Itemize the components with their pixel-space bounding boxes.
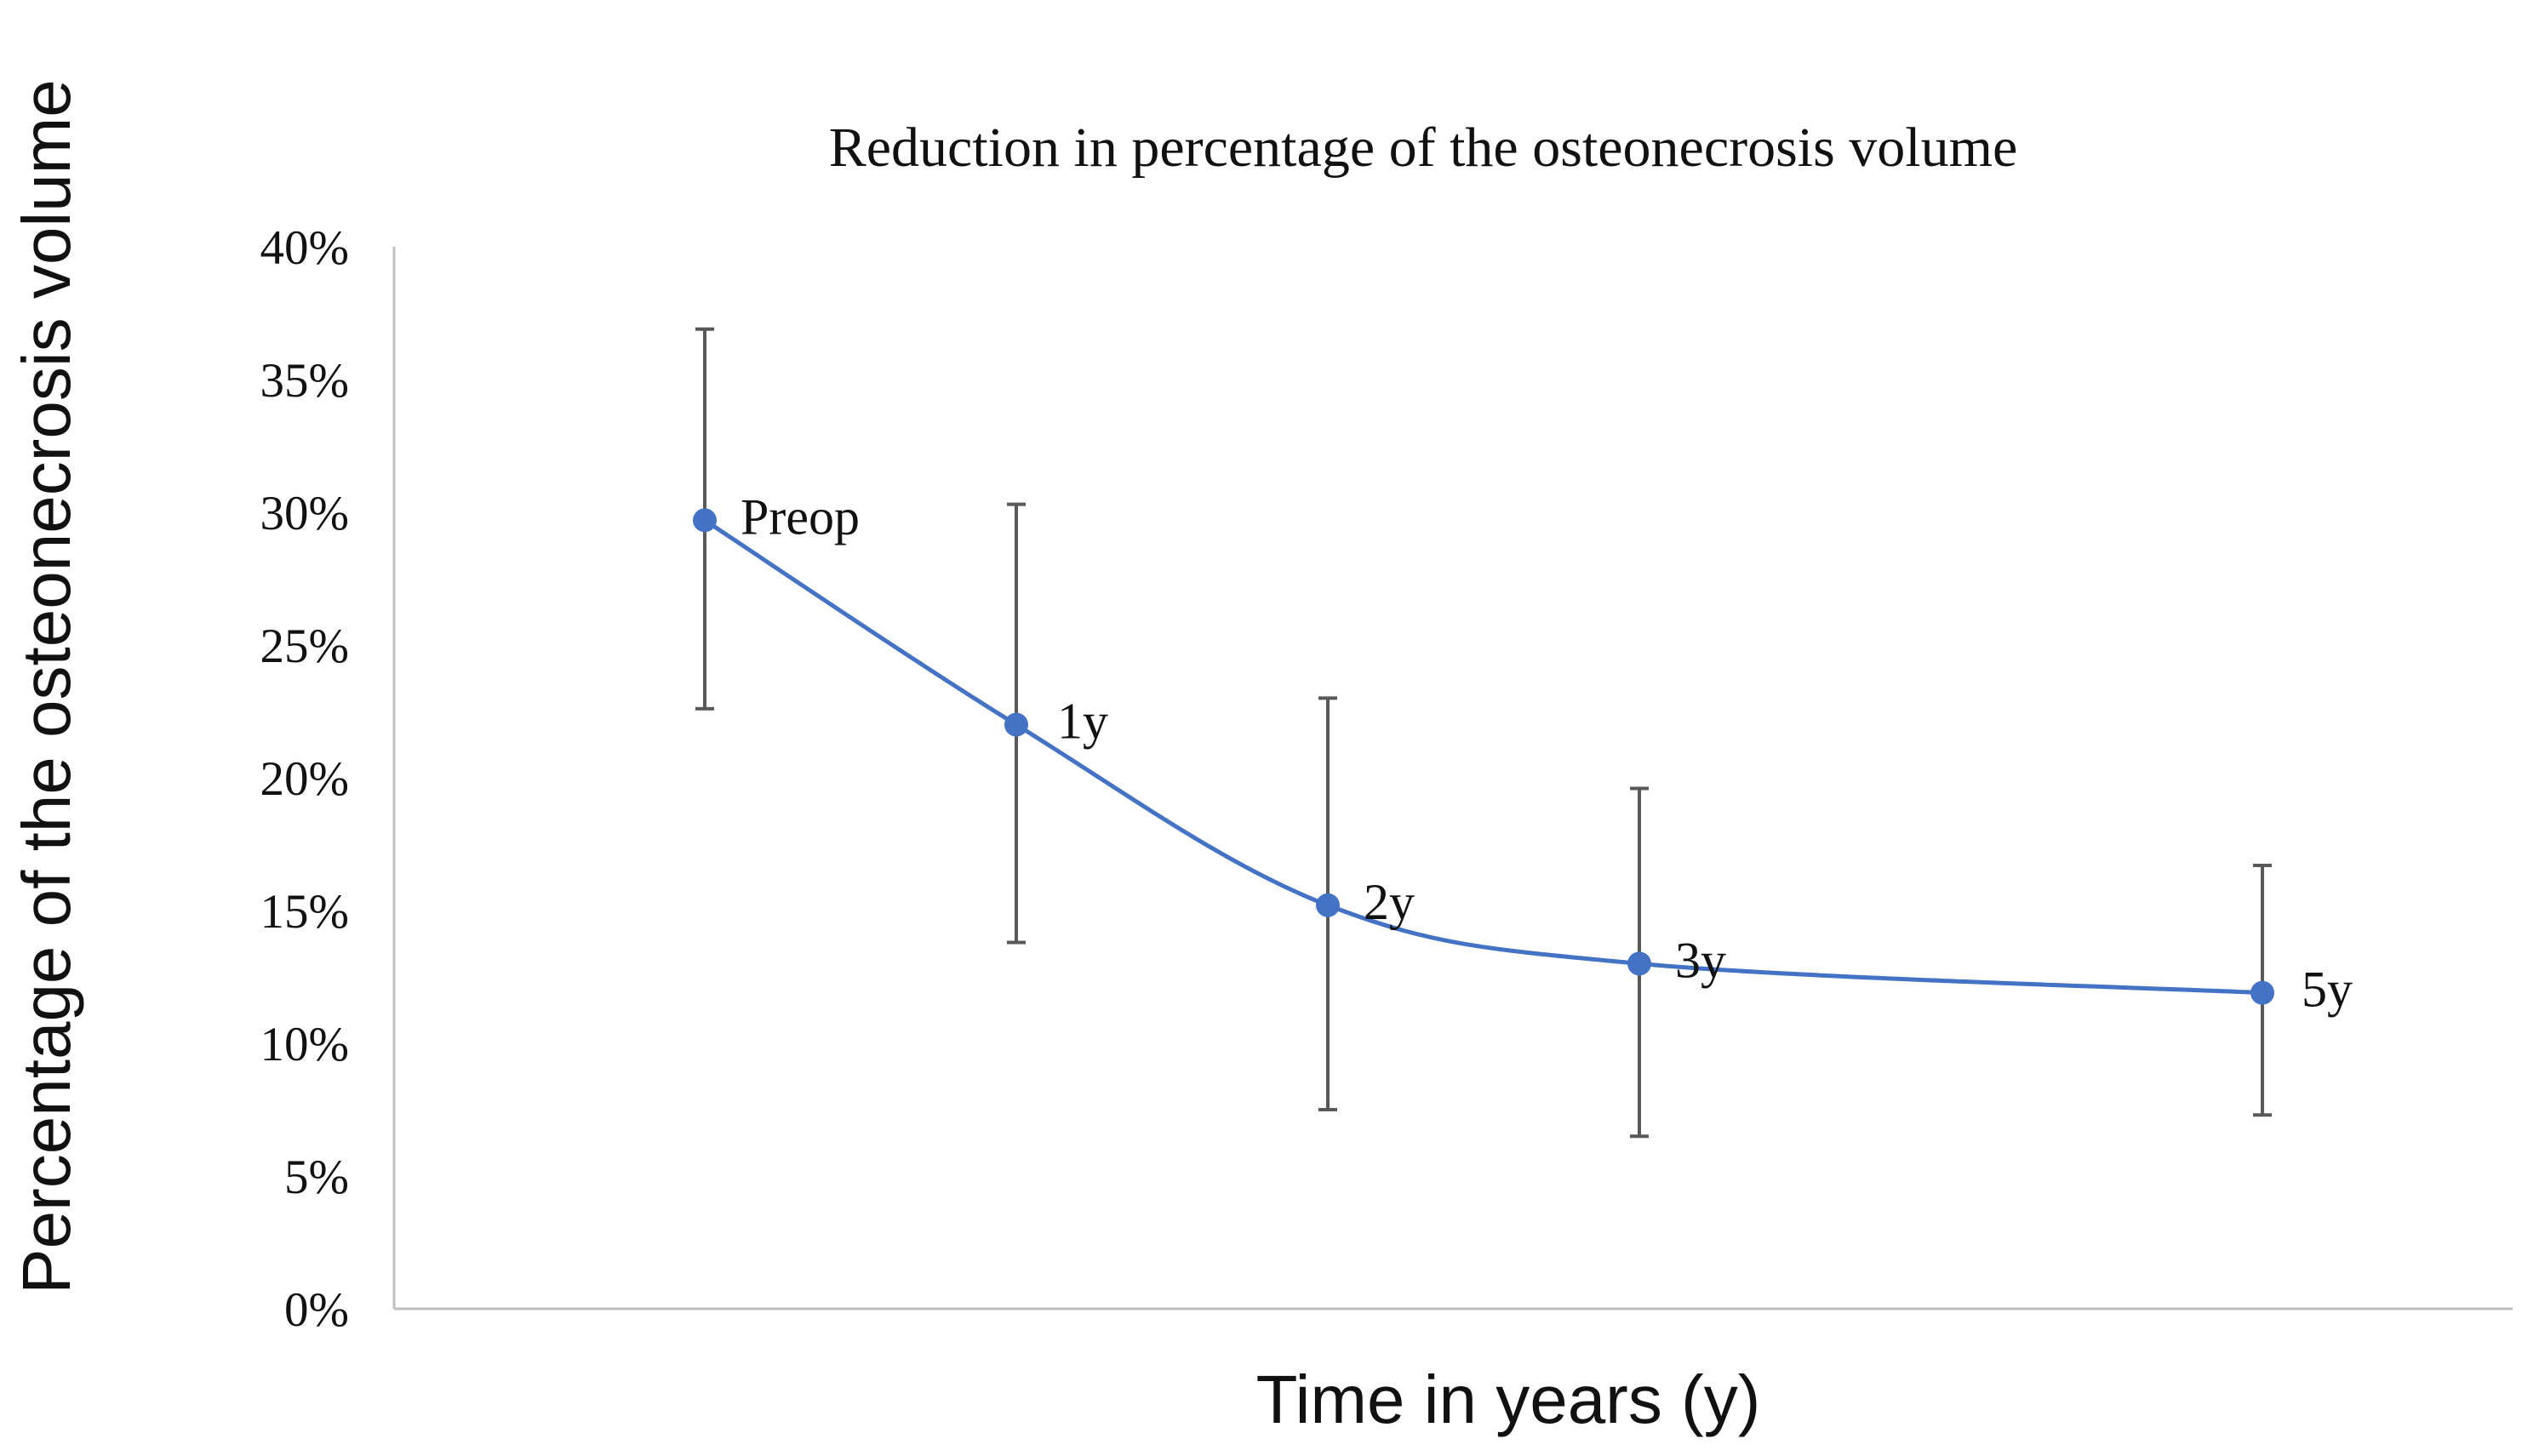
series-layer <box>693 508 2274 1005</box>
y-tick-label: 40% <box>260 221 349 275</box>
y-tick-label: 20% <box>260 752 349 806</box>
y-tick-label: 0% <box>284 1283 349 1337</box>
y-tick-label: 30% <box>260 487 349 540</box>
y-tick-label: 5% <box>284 1151 349 1204</box>
y-tick-label: 35% <box>260 354 349 408</box>
series-line <box>702 517 2265 996</box>
error-bars <box>695 327 2272 1139</box>
x-axis-title: Time in years (y) <box>1256 1362 1761 1437</box>
data-labels: Preop 1y 2y 3y 5y <box>741 488 2353 1017</box>
data-label: 3y <box>1675 932 1726 988</box>
data-point <box>693 508 717 533</box>
data-label: 1y <box>1057 694 1108 750</box>
data-label: 5y <box>2302 962 2353 1018</box>
data-point <box>1004 712 1028 737</box>
data-label: 2y <box>1364 874 1415 930</box>
y-tick-label: 15% <box>260 885 349 939</box>
data-label: Preop <box>741 488 860 545</box>
data-point <box>1316 893 1340 917</box>
y-tick-label: 10% <box>260 1018 349 1071</box>
data-point <box>2250 980 2274 1005</box>
y-axis-title: Percentage of the osteonecrosis volume <box>9 79 84 1294</box>
axes-layer: 0% 5% 10% 15% 20% 25% 30% 35% 40% <box>260 221 2513 1337</box>
data-point <box>1627 951 1651 976</box>
chart-title: Reduction in percentage of the osteonecr… <box>829 117 2018 179</box>
y-tick-label: 25% <box>260 620 349 673</box>
